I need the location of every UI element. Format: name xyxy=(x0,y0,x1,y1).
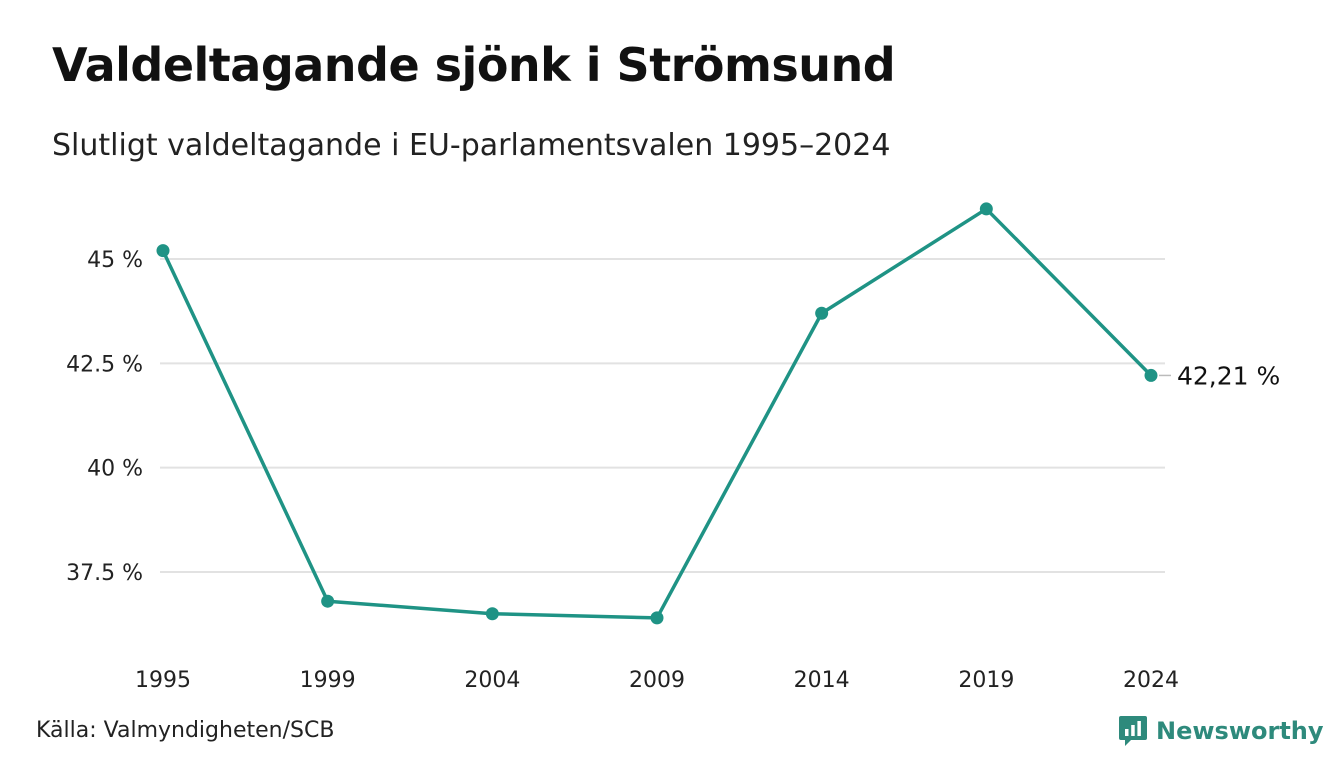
chart-title: Valdeltagande sjönk i Strömsund xyxy=(52,38,896,92)
data-point xyxy=(156,244,170,258)
x-tick-label: 2019 xyxy=(958,668,1014,693)
end-value-label: 42,21 % xyxy=(1177,361,1280,390)
brand-name: Newsworthy xyxy=(1156,717,1324,745)
y-tick-label: 45 % xyxy=(87,248,143,273)
series-group xyxy=(156,202,1158,625)
y-tick-label: 37.5 % xyxy=(66,561,143,586)
data-point xyxy=(815,306,829,320)
brand-logo: Newsworthy xyxy=(1118,713,1324,749)
source-note: Källa: Valmyndigheten/SCB xyxy=(36,718,335,743)
data-point xyxy=(321,594,335,608)
x-axis: 1995 1999 2004 2009 2014 2019 2024 xyxy=(135,668,1179,693)
newsworthy-logo-icon xyxy=(1119,716,1147,746)
data-point xyxy=(650,611,664,625)
y-tick-label: 42.5 % xyxy=(66,352,143,377)
data-point xyxy=(979,202,993,216)
x-tick-label: 1999 xyxy=(300,668,356,693)
gridlines xyxy=(160,258,1165,573)
chart-subtitle: Slutligt valdeltagande i EU-parlamentsva… xyxy=(52,128,891,163)
annotations: 42,21 % xyxy=(1159,361,1280,390)
data-point xyxy=(485,607,499,621)
x-tick-label: 2004 xyxy=(464,668,520,693)
x-tick-label: 2009 xyxy=(629,668,685,693)
y-axis: 37.5 % 40 % 42.5 % 45 % xyxy=(66,248,143,586)
series-line xyxy=(161,207,1153,620)
x-tick-label: 1995 xyxy=(135,668,191,693)
x-tick-label: 2014 xyxy=(794,668,850,693)
data-point xyxy=(1144,368,1158,382)
y-tick-label: 40 % xyxy=(87,457,143,482)
x-tick-label: 2024 xyxy=(1123,668,1179,693)
